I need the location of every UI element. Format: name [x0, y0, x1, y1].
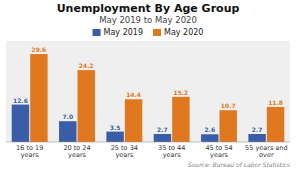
x-tick-label: 35 to 44years: [158, 144, 185, 159]
x-tick-label-line: years: [21, 151, 40, 159]
bar: [201, 134, 218, 142]
data-label: 29.6: [31, 46, 46, 53]
data-label: 14.4: [126, 91, 141, 98]
x-tick-label-line: years: [210, 151, 229, 159]
title: Unemployment By Age Group: [57, 2, 240, 15]
data-label: 2.7: [252, 126, 263, 133]
data-label: 2.7: [157, 126, 168, 133]
annotation: Source: Bureau of Labor Statistics: [188, 161, 290, 168]
bar: [125, 99, 142, 142]
chart: Unemployment By Age GroupMay 2019 to May…: [0, 0, 296, 170]
data-label: 7.0: [62, 113, 73, 120]
legend-swatch: [153, 29, 161, 36]
legend-item: May 2020: [153, 28, 203, 37]
legend: May 2019 May 2020: [93, 28, 204, 37]
data-label: 24.2: [79, 62, 94, 69]
plot-background: [6, 41, 290, 142]
x-tick-label-line: years: [163, 151, 182, 159]
bar: [267, 107, 284, 142]
data-label: 11.8: [268, 99, 283, 106]
x-tick-label: 25 to 34years: [111, 144, 138, 159]
bar: [154, 134, 171, 142]
legend-label: May 2019: [104, 28, 143, 37]
bar: [12, 105, 29, 142]
x-tick-label-line: years: [115, 151, 134, 159]
x-tick-label: 16 to 19years: [16, 144, 43, 159]
legend-label: May 2020: [164, 28, 203, 37]
x-tick-label-line: years: [68, 151, 87, 159]
bar: [248, 134, 265, 142]
bar: [172, 97, 189, 142]
subtitle: May 2019 to May 2020: [99, 15, 197, 25]
bars: [12, 54, 285, 142]
bar: [220, 110, 237, 142]
data-label: 12.6: [13, 97, 28, 104]
x-tick-label: 55 years andover: [245, 144, 288, 159]
bar: [106, 132, 123, 142]
x-tick-label-line: over: [259, 151, 274, 159]
x-tick-label: 20 to 24years: [63, 144, 90, 159]
bar: [30, 54, 47, 142]
data-label: 2.6: [204, 126, 215, 133]
legend-swatch: [93, 29, 101, 36]
data-label: 10.7: [221, 102, 236, 109]
x-tick-labels: 16 to 19years 20 to 24years 25 to 34years 3…: [16, 144, 288, 159]
bar: [78, 70, 95, 142]
data-labels: 12.6 7.0 3.5 2.7 2.6 2.7 29.6 24.2 14.4 15.2 10.7 1…: [13, 46, 283, 133]
data-label: 15.2: [173, 89, 188, 96]
data-label: 3.5: [110, 124, 121, 131]
x-tick-label: 45 to 54years: [205, 144, 232, 159]
legend-item: May 2019: [93, 28, 143, 37]
x-axis-line: [6, 142, 290, 143]
bar: [59, 121, 76, 142]
